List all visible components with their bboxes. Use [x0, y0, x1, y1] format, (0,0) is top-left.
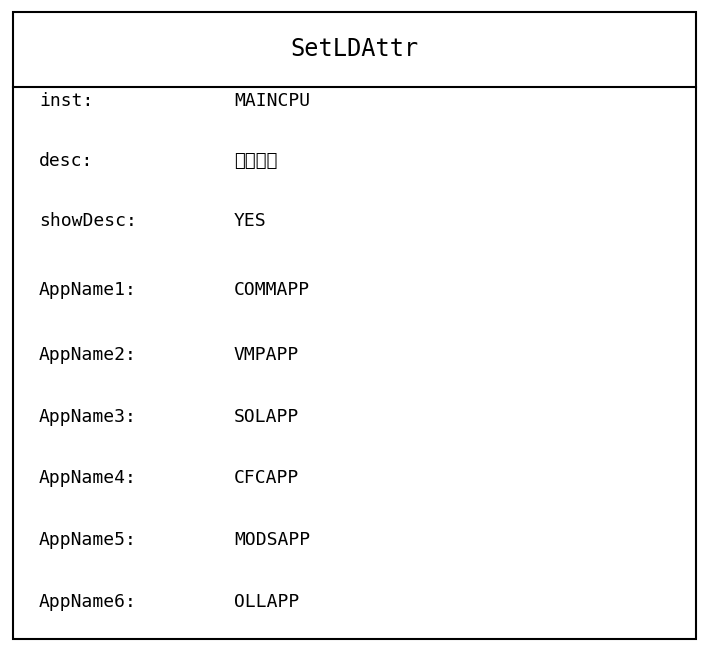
- Text: desc:: desc:: [39, 152, 94, 171]
- Text: SetLDAttr: SetLDAttr: [291, 37, 418, 61]
- Text: AppName5:: AppName5:: [39, 531, 137, 549]
- Text: VMPAPP: VMPAPP: [234, 346, 299, 364]
- Text: MAINCPU: MAINCPU: [234, 92, 310, 110]
- Text: YES: YES: [234, 212, 267, 230]
- Text: MODSAPP: MODSAPP: [234, 531, 310, 549]
- Text: AppName3:: AppName3:: [39, 408, 137, 426]
- Text: AppName4:: AppName4:: [39, 469, 137, 488]
- Text: showDesc:: showDesc:: [39, 212, 137, 230]
- Text: AppName2:: AppName2:: [39, 346, 137, 364]
- Text: AppName1:: AppName1:: [39, 281, 137, 299]
- Text: AppName6:: AppName6:: [39, 593, 137, 611]
- Text: COMMAPP: COMMAPP: [234, 281, 310, 299]
- Text: CFCAPP: CFCAPP: [234, 469, 299, 488]
- Text: inst:: inst:: [39, 92, 94, 110]
- Text: OLLAPP: OLLAPP: [234, 593, 299, 611]
- Text: SOLAPP: SOLAPP: [234, 408, 299, 426]
- Text: 主机设备: 主机设备: [234, 152, 277, 171]
